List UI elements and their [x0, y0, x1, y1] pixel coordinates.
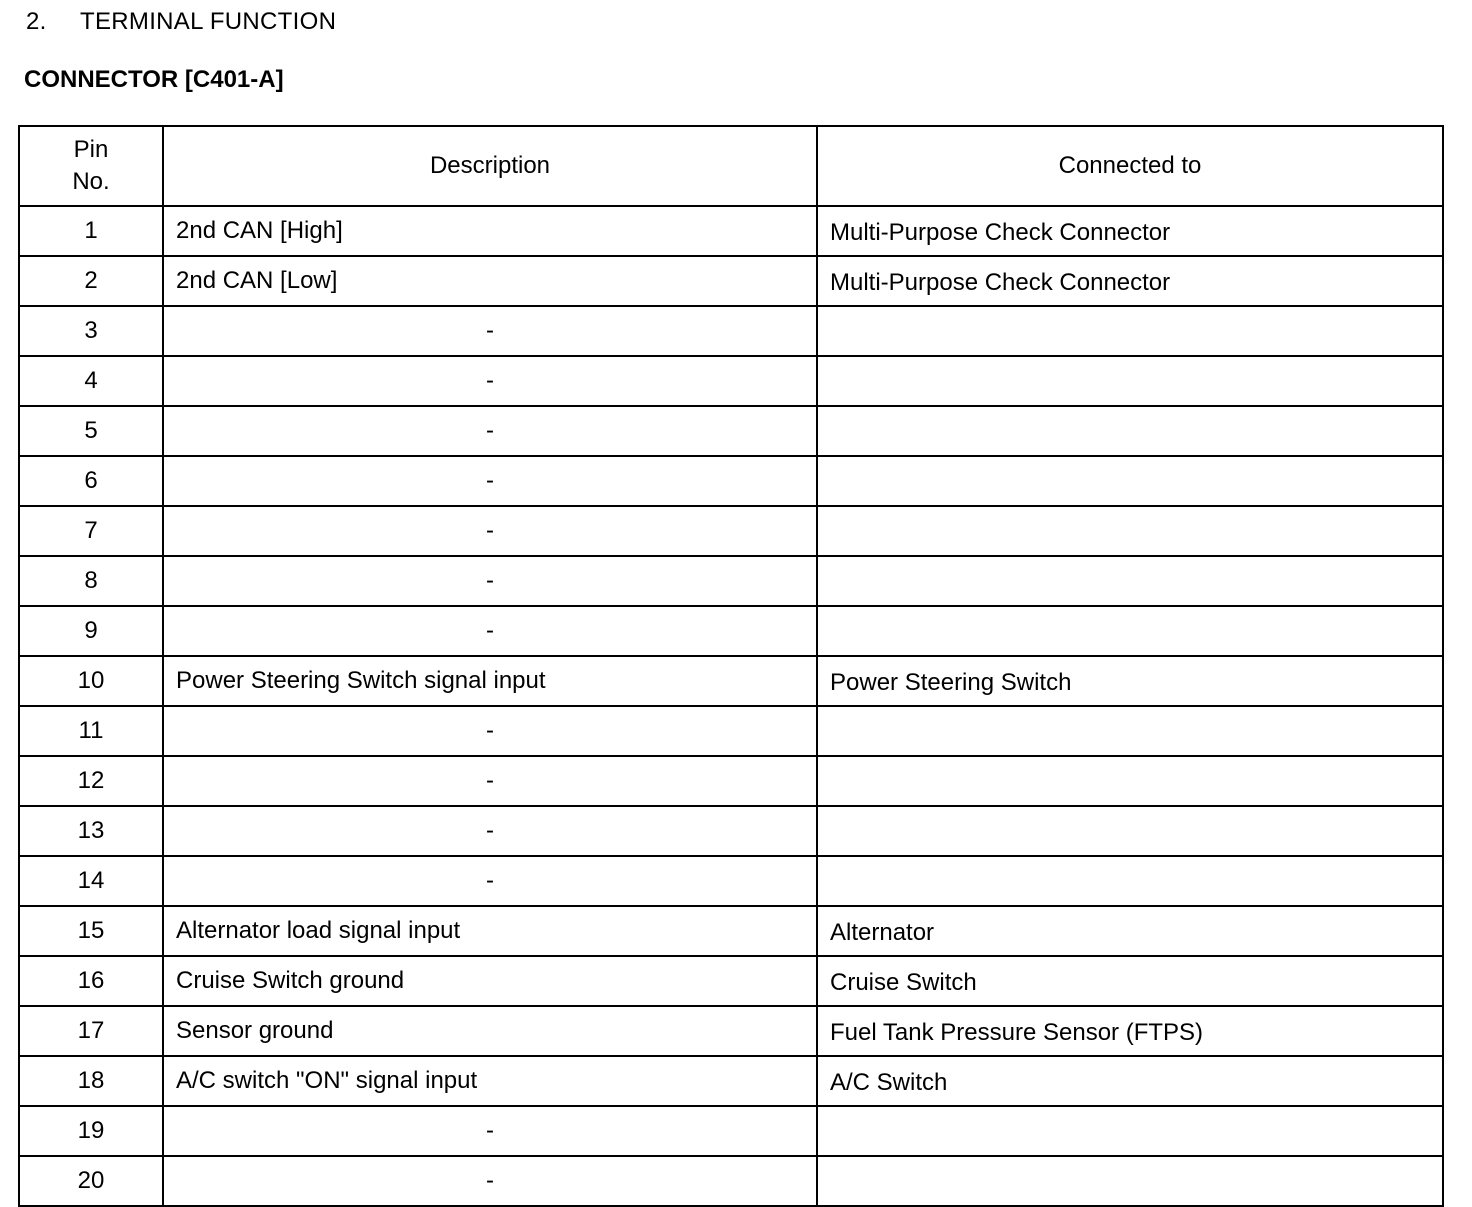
connected-to-cell: Power Steering Switch [816, 655, 1444, 707]
description-cell: - [162, 405, 818, 457]
table-row: 14- [18, 855, 1444, 907]
table-row: 1 2nd CAN [High] Multi-Purpose Check Conne… [18, 205, 1444, 257]
description-cell: - [162, 805, 818, 857]
description-cell: - [162, 755, 818, 807]
description-cell: - [162, 305, 818, 357]
table-row: 15 Alternator load signal input Alternator [18, 905, 1444, 957]
pin-cell: 6 [18, 455, 164, 507]
connected-to-cell [816, 1155, 1444, 1207]
connector-title: CONNECTOR [C401-A] [24, 66, 284, 93]
connected-to-cell [816, 355, 1444, 407]
pin-cell: 13 [18, 805, 164, 857]
connected-to-cell [816, 755, 1444, 807]
table-row: 16 Cruise Switch ground Cruise Switch [18, 955, 1444, 1007]
description-cell: Sensor ground [162, 1005, 818, 1057]
pin-cell: 20 [18, 1155, 164, 1207]
terminal-function-table: Pin No. Description Connected to 1 2nd CA… [18, 125, 1444, 1207]
pin-cell: 5 [18, 405, 164, 457]
table-row: 19- [18, 1105, 1444, 1157]
section-title: TERMINAL FUNCTION [80, 8, 337, 35]
table-row: 18 A/C switch "ON" signal input A/C Switch [18, 1055, 1444, 1107]
description-cell: - [162, 355, 818, 407]
connected-to-cell [816, 405, 1444, 457]
table-row: 3- [18, 305, 1444, 357]
connected-to-cell [816, 805, 1444, 857]
description-cell: Power Steering Switch signal input [162, 655, 818, 707]
table-row: 12- [18, 755, 1444, 807]
description-cell: A/C switch "ON" signal input [162, 1055, 818, 1107]
table-row: 4- [18, 355, 1444, 407]
description-cell: 2nd CAN [Low] [162, 255, 818, 307]
connected-to-cell [816, 455, 1444, 507]
connected-to-cell [816, 1105, 1444, 1157]
section-number: 2. [26, 8, 47, 35]
description-cell: - [162, 505, 818, 557]
pin-cell: 10 [18, 655, 164, 707]
table-header-row: Pin No. Description Connected to [18, 125, 1444, 207]
pin-cell: 4 [18, 355, 164, 407]
table-row: 8- [18, 555, 1444, 607]
table-row: 2 2nd CAN [Low] Multi-Purpose Check Connec… [18, 255, 1444, 307]
table-row: 7- [18, 505, 1444, 557]
connected-to-cell [816, 305, 1444, 357]
description-cell: - [162, 705, 818, 757]
connected-to-cell [816, 555, 1444, 607]
table-row: 11- [18, 705, 1444, 757]
connected-to-cell [816, 855, 1444, 907]
table-row: 10 Power Steering Switch signal input Powe… [18, 655, 1444, 707]
connected-to-cell: Alternator [816, 905, 1444, 957]
connected-to-cell: Cruise Switch [816, 955, 1444, 1007]
pin-cell: 3 [18, 305, 164, 357]
connected-to-cell: Multi-Purpose Check Connector [816, 205, 1444, 257]
pin-cell: 8 [18, 555, 164, 607]
table-row: 6- [18, 455, 1444, 507]
pin-cell: 11 [18, 705, 164, 757]
pin-cell: 14 [18, 855, 164, 907]
pin-cell: 7 [18, 505, 164, 557]
table-row: 9- [18, 605, 1444, 657]
connected-to-cell [816, 705, 1444, 757]
connected-to-cell: Multi-Purpose Check Connector [816, 255, 1444, 307]
description-cell: - [162, 1155, 818, 1207]
table-row: 5- [18, 405, 1444, 457]
pin-cell: 1 [18, 205, 164, 257]
header-connected-to: Connected to [816, 125, 1444, 207]
pin-cell: 19 [18, 1105, 164, 1157]
pin-cell: 15 [18, 905, 164, 957]
pin-cell: 9 [18, 605, 164, 657]
section-heading: 2. TERMINAL FUNCTION [26, 8, 336, 36]
connected-to-cell: Fuel Tank Pressure Sensor (FTPS) [816, 1005, 1444, 1057]
description-cell: - [162, 1105, 818, 1157]
pin-cell: 17 [18, 1005, 164, 1057]
description-cell: - [162, 455, 818, 507]
description-cell: Alternator load signal input [162, 905, 818, 957]
connected-to-cell: A/C Switch [816, 1055, 1444, 1107]
description-cell: - [162, 855, 818, 907]
pin-cell: 18 [18, 1055, 164, 1107]
header-description: Description [162, 125, 818, 207]
header-pin: Pin No. [18, 125, 164, 207]
description-cell: Cruise Switch ground [162, 955, 818, 1007]
pin-cell: 2 [18, 255, 164, 307]
description-cell: - [162, 555, 818, 607]
description-cell: 2nd CAN [High] [162, 205, 818, 257]
connected-to-cell [816, 505, 1444, 557]
pin-cell: 12 [18, 755, 164, 807]
description-cell: - [162, 605, 818, 657]
table-row: 13- [18, 805, 1444, 857]
table-row: 17 Sensor ground Fuel Tank Pressure Sensor… [18, 1005, 1444, 1057]
pin-cell: 16 [18, 955, 164, 1007]
connected-to-cell [816, 605, 1444, 657]
table-row: 20- [18, 1155, 1444, 1207]
